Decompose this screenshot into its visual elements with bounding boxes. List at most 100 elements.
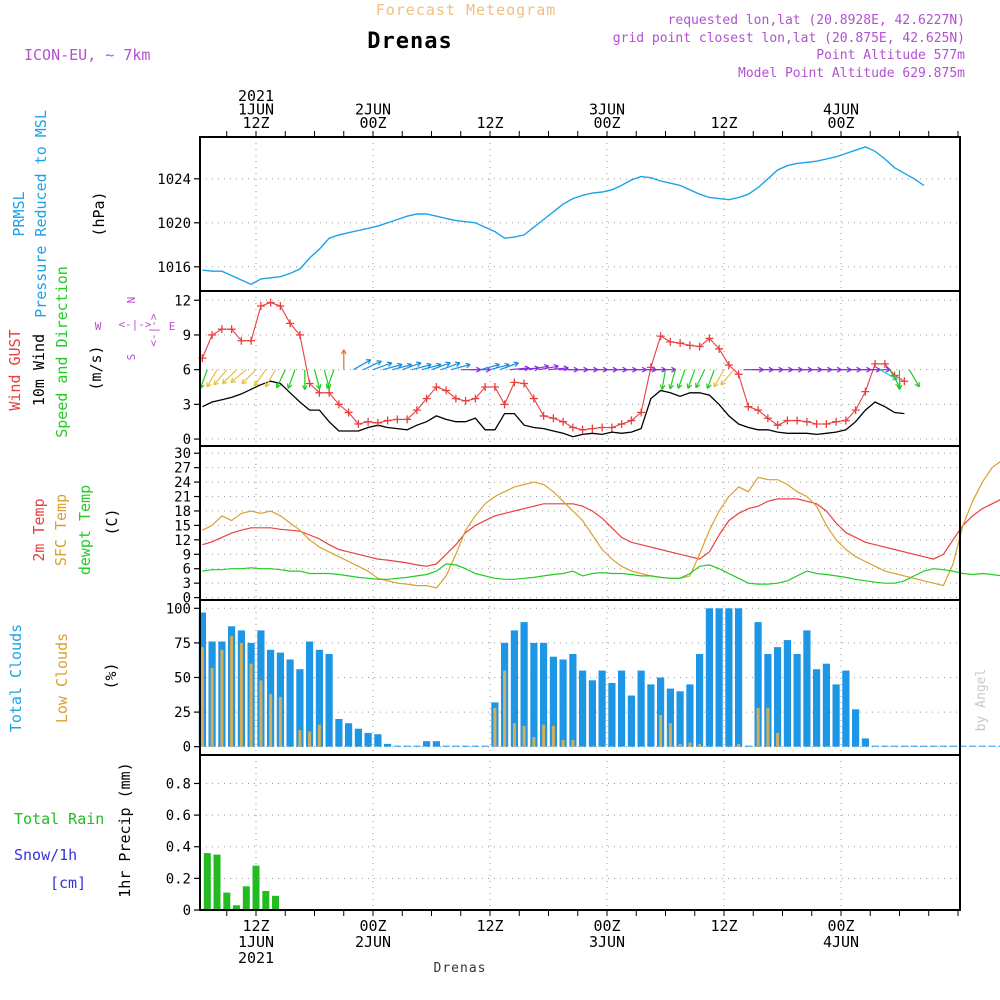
cloud-total-bar [930, 745, 938, 747]
product-title: Forecast Meteogram [376, 1, 557, 19]
cloud-total-bar [403, 745, 411, 747]
label-snow: Snow/1h [14, 846, 77, 864]
wind-gust-point [256, 302, 265, 311]
wind-gust-point [373, 418, 382, 427]
cloud-total-bar [647, 684, 655, 747]
panel-frame-pressure [199, 136, 961, 292]
cloud-total-bar [462, 745, 470, 747]
wind-gust-point [656, 332, 665, 341]
wind-gust-point [461, 396, 470, 405]
compass-n: N [125, 297, 138, 304]
wind-gust-point [617, 420, 626, 429]
wind-direction-arrow [253, 369, 267, 387]
bottom-axis-label: 12Z [710, 917, 737, 935]
cloud-total-bar [783, 640, 791, 747]
wind-direction-arrow [441, 361, 461, 371]
wind-gust-point [666, 337, 675, 346]
y-tick-label: 0 [183, 432, 191, 448]
cloud-total-bar [900, 745, 908, 747]
y-tick-label: 21 [174, 490, 191, 506]
cloud-total-bar [959, 745, 967, 747]
wind-gust-point [715, 344, 724, 353]
wind-gust-point [578, 425, 587, 434]
top-axis-label: 00Z [827, 114, 854, 132]
wind-gust-point [607, 423, 616, 432]
bottom-axis-label: 12Z [476, 917, 503, 935]
cloud-total-bar [384, 743, 392, 747]
y-tick-label: 100 [166, 601, 191, 617]
wind-gust-point [227, 325, 236, 334]
precip-rain-bar [203, 853, 211, 910]
requested-coordinates: requested lon,lat (20.8928E, 42.6227N) [668, 13, 965, 28]
cloud-total-bar [637, 670, 645, 747]
bottom-axis-label: 4JUN [823, 933, 859, 951]
cloud-total-bar [881, 745, 889, 747]
cloud-low-bar [668, 723, 672, 747]
cloud-low-bar [269, 694, 273, 747]
wind-gust-point [773, 421, 782, 430]
wind-gust-point [568, 423, 577, 432]
wind-gust-point [490, 383, 499, 392]
bottom-axis-label: 2JUN [355, 933, 391, 951]
cloud-total-bar [540, 642, 548, 747]
cloud-total-bar [452, 745, 460, 747]
wind-direction-arrow [402, 361, 422, 371]
top-axis-label: 12Z [242, 114, 269, 132]
wind-direction-arrow [230, 369, 247, 384]
cloud-total-bar [354, 728, 362, 747]
cloud-low-bar [239, 642, 243, 747]
cloud-low-bar [659, 714, 663, 747]
cloud-total-bar [510, 630, 518, 747]
cloud-total-bar [861, 738, 869, 747]
cloud-total-bar [715, 608, 723, 747]
wind-direction-arrow [896, 369, 903, 390]
label-wind-gust: Wind GUST [6, 329, 24, 410]
top-axis-label: 1JUN [238, 101, 274, 119]
wind-gust-point [510, 378, 519, 387]
cloud-low-bar [230, 636, 234, 747]
top-axis-label: 2021 [238, 87, 274, 105]
precip-rain-bar [262, 891, 270, 910]
wind-gust-point [880, 359, 889, 368]
label-temp-unit: (C) [103, 508, 121, 535]
wind-gust-point [529, 394, 538, 403]
grid-point-coordinates: grid point closest lon,lat (20.875E, 42.… [613, 31, 965, 46]
wind-direction-arrow [363, 360, 382, 371]
cloud-total-bar [520, 622, 528, 747]
wind-gust-point [812, 420, 821, 429]
footer-station: Drenas [434, 961, 487, 976]
cloud-total-bar [705, 608, 713, 747]
top-axis-label: 3JUN [589, 101, 625, 119]
point-altitude: Point Altitude 577m [816, 48, 965, 63]
compass-e: E [169, 320, 176, 333]
cloud-total-bar [481, 745, 489, 747]
wind-gust-point [851, 406, 860, 415]
wind-gust-point [841, 416, 850, 425]
y-tick-label: 1016 [157, 260, 191, 276]
y-tick-label: 24 [174, 475, 191, 491]
wind-gust-point [724, 361, 733, 370]
label-cloud-unit: (%) [102, 662, 120, 689]
label-temp-2m: 2m Temp [30, 498, 48, 561]
panel-frame-precip [199, 754, 961, 911]
bottom-axis-label: 00Z [359, 917, 386, 935]
wind-gust-point [539, 411, 548, 420]
wind-gust-point [754, 406, 763, 415]
wind-gust-point [637, 408, 646, 417]
wind-gust-point [412, 406, 421, 415]
wind-gust-point [217, 325, 226, 334]
y-tick-label: 25 [174, 705, 191, 721]
wind-gust-point [364, 417, 373, 426]
compass-s: S [125, 354, 138, 361]
cloud-total-bar [608, 683, 616, 747]
label-temp-sfc: SFC Temp [52, 494, 70, 566]
cloud-total-bar [910, 745, 918, 747]
y-tick-label: 0 [183, 903, 191, 919]
top-axis-label: 12Z [476, 114, 503, 132]
top-axis-label: 00Z [593, 114, 620, 132]
wind-gust-point [286, 319, 295, 328]
cloud-total-bar [559, 659, 567, 747]
precip-rain-bar [242, 886, 250, 910]
cloud-total-bar [920, 745, 928, 747]
